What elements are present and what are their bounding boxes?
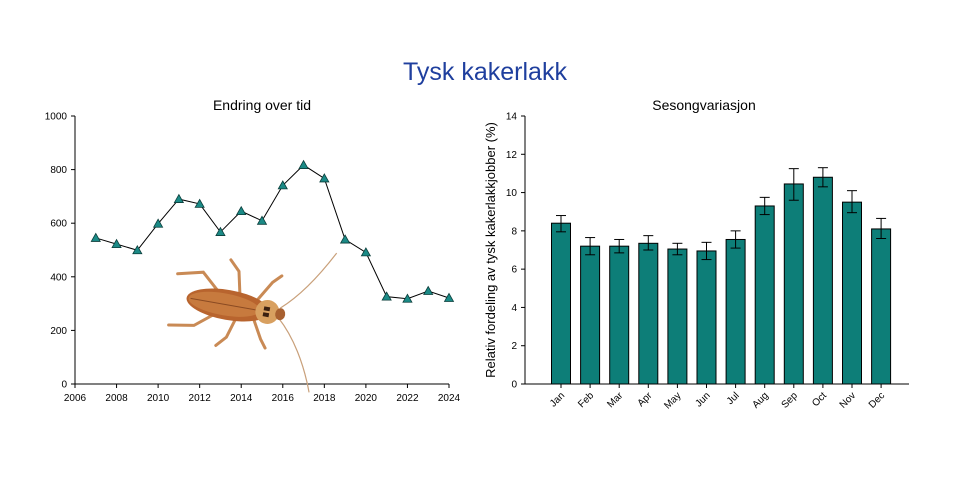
bar xyxy=(609,245,630,385)
line-chart-y-tick-label: 200 xyxy=(50,326,67,337)
bar-chart: Sesongvariasjon Relativ fordeling av tys… xyxy=(483,97,909,411)
bar-chart-x-tick-label: Sep xyxy=(780,390,801,411)
bar xyxy=(696,250,717,385)
bar xyxy=(551,222,571,385)
bar-chart-x-tick-label: Jun xyxy=(693,390,712,409)
page-title: Tysk kakerlakk xyxy=(403,58,567,86)
bar-chart-x-tick-label: Aug xyxy=(750,390,770,410)
bar-chart-y-ticks: 0 2 4 6 8 10 12 14 xyxy=(506,112,525,391)
bar-chart-y-label: Relativ fordeling av tysk kakerlakkjobbe… xyxy=(483,122,498,378)
bar-chart-y-tick-label: 2 xyxy=(511,341,517,352)
line-chart-x-ticks: 2006 2008 2010 2012 2014 2016 2018 2020 2022 2024 xyxy=(64,384,461,404)
line-chart-point xyxy=(173,193,185,203)
bar xyxy=(783,183,804,385)
line-chart-series-line xyxy=(95,164,450,300)
bar-chart-x-tick-label: Apr xyxy=(636,390,655,409)
bar xyxy=(754,205,775,385)
line-chart-point xyxy=(402,293,413,303)
line-chart-x-tick-label: 2018 xyxy=(313,393,336,404)
line-chart-point xyxy=(443,292,455,302)
line-chart-point xyxy=(423,285,434,295)
line-chart-point xyxy=(277,180,288,190)
line-chart-series xyxy=(95,164,450,300)
line-chart-x-tick-label: 2016 xyxy=(272,393,295,404)
bar-chart-y-tick-label: 4 xyxy=(511,303,517,314)
line-chart-x-tick-label: 2020 xyxy=(355,393,378,404)
bar-chart-y-tick-label: 10 xyxy=(506,188,518,199)
cockroach-illustration xyxy=(167,252,338,393)
line-chart-points xyxy=(90,159,455,303)
line-chart-y-tick-label: 600 xyxy=(50,219,67,230)
bar-chart-x-tick-label: Dec xyxy=(867,390,887,410)
line-chart-point xyxy=(236,205,247,216)
bar-chart-x-tick-label: Oct xyxy=(810,390,829,409)
line-chart-x-tick-label: 2008 xyxy=(105,393,128,404)
bar-chart-x-tick-label: Nov xyxy=(838,390,858,410)
bar-chart-error-bars xyxy=(556,167,887,261)
line-chart-y-ticks: 0 200 400 600 800 1000 xyxy=(45,112,75,391)
bar-chart-x-tick-label: Jan xyxy=(548,390,567,409)
line-chart-x-tick-label: 2022 xyxy=(396,393,419,404)
line-chart-y-tick-label: 800 xyxy=(50,165,67,176)
line-chart-point xyxy=(152,218,164,228)
line-chart-x-tick-label: 2012 xyxy=(189,393,212,404)
bar-chart-x-tick-label: Mar xyxy=(605,390,625,410)
line-chart-y-tick-label: 400 xyxy=(50,272,67,283)
bar-chart-x-tick-label: Jul xyxy=(725,390,742,407)
line-chart-x-tick-label: 2024 xyxy=(438,393,461,404)
bar xyxy=(812,176,833,385)
line-chart-y-tick-label: 0 xyxy=(61,380,67,391)
line-chart-x-tick-label: 2014 xyxy=(230,393,253,404)
line-chart-y-tick-label: 1000 xyxy=(45,112,68,123)
line-chart-point xyxy=(132,244,143,255)
bar-chart-y-tick-label: 0 xyxy=(511,380,517,391)
line-chart-x-tick-label: 2010 xyxy=(147,393,170,404)
line-chart-point xyxy=(360,247,372,257)
bar-chart-bars xyxy=(551,176,892,385)
line-chart-point xyxy=(319,173,330,183)
bar-chart-y-tick-label: 12 xyxy=(506,150,518,161)
line-chart-point xyxy=(90,232,101,242)
bar xyxy=(580,245,601,385)
line-chart-x-tick-label: 2006 xyxy=(64,393,87,404)
bar-chart-x-tick-label: May xyxy=(662,390,683,411)
bar-chart-y-tick-label: 14 xyxy=(506,112,518,123)
bar-chart-x-tick-label: Feb xyxy=(576,390,596,410)
bar-chart-y-tick-label: 8 xyxy=(511,226,517,237)
bar xyxy=(725,238,746,385)
bar xyxy=(667,248,688,385)
line-chart-point xyxy=(381,291,392,301)
bar xyxy=(871,228,892,385)
bar xyxy=(842,201,862,385)
bar xyxy=(638,242,659,385)
line-chart-point xyxy=(111,238,122,249)
line-chart-point xyxy=(298,159,309,169)
line-chart-axes xyxy=(74,116,449,385)
bar-chart-y-tick-label: 6 xyxy=(511,265,517,276)
line-chart-point xyxy=(339,234,351,244)
bar-chart-x-ticks: Jan Feb Mar Apr May Jun Jul Aug Sep Oct Nov Dec xyxy=(548,384,887,411)
line-chart-point xyxy=(215,226,226,236)
line-chart-title: Endring over tid xyxy=(213,97,311,113)
line-chart-point xyxy=(194,198,205,208)
bar-chart-title: Sesongvariasjon xyxy=(652,97,756,113)
line-chart-point xyxy=(256,215,268,225)
